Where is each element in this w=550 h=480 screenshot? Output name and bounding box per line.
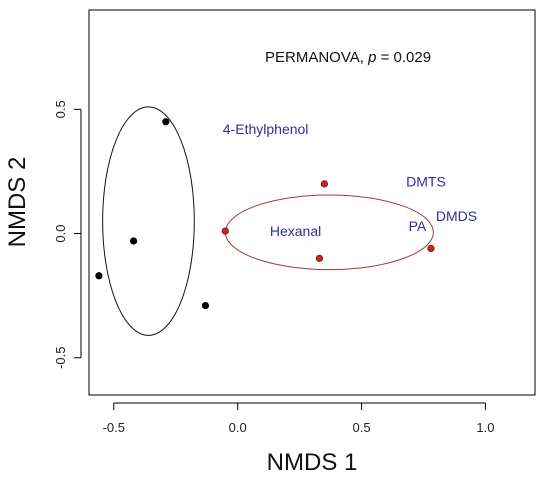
annotation-label: DMTS [406,173,446,189]
annotation-label: Hexanal [270,223,321,239]
annotation-label: DMDS [436,208,477,224]
annotations: 4-Ethylphenol DMTS DMDS PA Hexanal [223,121,477,239]
stat-label: PERMANOVA, p = 0.029 [265,49,431,66]
x-axis: -0.5 0.0 0.5 1.0 [103,402,494,435]
y-tick-label: 0.0 [53,225,68,243]
group-ellipses [102,106,434,336]
data-point [320,180,328,188]
data-point [427,244,435,253]
data-point [201,301,210,310]
y-axis: -0.5 0.0 0.5 [53,100,82,369]
data-point [95,272,103,280]
x-tick-label: 0.5 [353,420,371,435]
data-point [130,237,138,245]
annotation-label: PA [409,218,427,234]
group-ellipse-2 [224,194,434,271]
data-point [221,227,229,235]
data-point [315,254,324,262]
x-axis-title: NMDS 1 [267,449,358,476]
x-tick-label: 0.0 [229,420,247,435]
x-tick-label: -0.5 [103,420,125,435]
y-tick-label: 0.5 [53,100,68,118]
annotation-label: 4-Ethylphenol [223,121,309,137]
data-point [162,118,170,126]
plot-frame [88,9,536,396]
data-points [95,118,435,310]
y-axis-title: NMDS 2 [4,157,31,248]
group-ellipse-1 [102,106,195,336]
stat-p-symbol: p [367,49,376,66]
stat-value: = 0.029 [376,49,431,66]
stat-prefix: PERMANOVA, [265,49,368,66]
x-tick-label: 1.0 [476,420,494,435]
y-tick-label: -0.5 [53,347,68,369]
